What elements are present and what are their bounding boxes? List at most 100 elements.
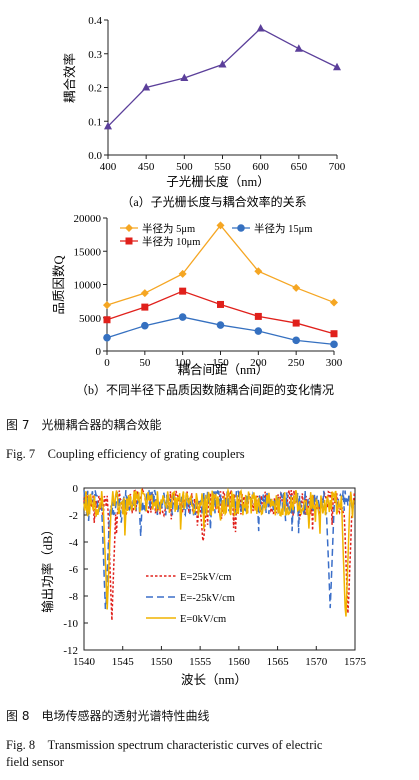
chart-a-axes [104, 19, 338, 159]
chart-quality-factor: 0 50 100 150 200 250 300 0 5000 10000 15000 20000 半… [51, 213, 343, 397]
x-tick-label: 100 [174, 357, 191, 369]
chart-c-xlabel: 波长（nm） [181, 673, 247, 687]
data-point-triangle [142, 83, 151, 91]
y-tick-label: 10000 [74, 280, 102, 292]
y-tick-label: -8 [69, 591, 79, 603]
y-tick-label: 15000 [74, 246, 102, 258]
chart-a-series [104, 23, 341, 130]
data-point-diamond [125, 224, 133, 232]
x-tick-label: 1545 [112, 656, 135, 668]
data-point-triangle [333, 62, 341, 71]
data-point-circle [237, 224, 245, 232]
x-tick-label: 1560 [228, 656, 251, 668]
chart-c-ylabel: 输出功率（dB） [40, 523, 55, 613]
x-tick-label: 1575 [344, 656, 367, 668]
data-point-square [292, 319, 300, 327]
data-point-square [217, 300, 224, 308]
chart-coupling-efficiency: 400 450 500 550 600 650 700 0.0 0.1 0.2 0.3 0.4 耦合效… [62, 15, 346, 209]
x-tick-label: 400 [100, 161, 117, 173]
fig8-caption-en-line2: field sensor [6, 755, 64, 769]
data-point-diamond [292, 283, 301, 292]
chart-c-tick-labels: 1540 1545 1550 1555 1560 1565 1570 1575 0 -2 -4 -6 -… [63, 483, 366, 668]
x-tick-label: 0 [104, 357, 110, 369]
x-tick-label: 600 [252, 161, 269, 173]
y-tick-label: -12 [63, 645, 78, 657]
data-point-triangle [104, 121, 112, 130]
data-point-triangle [218, 60, 227, 68]
x-tick-label: 200 [250, 357, 267, 369]
data-point-square [141, 303, 149, 311]
series-line [107, 27, 338, 127]
data-point-diamond [216, 221, 225, 230]
data-point-diamond [140, 289, 149, 298]
chart-c-legend: E=25kV/cm E=-25kV/cm E=0kV/cm [146, 572, 235, 625]
y-tick-label: 0 [96, 346, 102, 358]
fig7-caption-en: Fig. 7 Coupling efficiency of grating co… [6, 447, 245, 461]
legend-label: 半径为 5μm [142, 222, 195, 235]
legend-label: E=25kV/cm [180, 572, 231, 583]
chart-a-tick-labels: 400 450 500 550 600 650 700 0.0 0.1 0.2 0.3 0.4 [88, 15, 346, 173]
y-tick-label: 20000 [74, 213, 102, 225]
data-point-circle [216, 321, 225, 329]
data-point-triangle [294, 44, 303, 52]
data-point-square [103, 316, 111, 324]
chart-a-xlabel: 子光栅长度（nm） [166, 174, 269, 189]
y-tick-label: 0.0 [88, 150, 102, 162]
series-line [83, 487, 355, 617]
x-tick-label: 1550 [150, 656, 173, 668]
data-point-square [254, 312, 262, 320]
data-point-square [179, 287, 187, 295]
y-tick-label: 0.1 [88, 116, 102, 128]
y-tick-label: 5000 [79, 313, 102, 325]
legend-label: 半径为 10μm [142, 235, 200, 248]
chart-c-axes [83, 487, 356, 651]
legend-label: 半径为 15μm [254, 222, 312, 235]
y-tick-label: 0.3 [88, 49, 102, 61]
y-tick-label: -10 [63, 618, 78, 630]
x-tick-label: 1555 [189, 656, 212, 668]
series-line [83, 488, 356, 610]
data-point-diamond [330, 298, 338, 307]
x-tick-label: 1565 [267, 656, 290, 668]
data-point-circle [254, 327, 263, 335]
x-tick-label: 450 [138, 161, 155, 173]
legend-label: E=-25kV/cm [180, 593, 235, 604]
data-point-circle [330, 340, 338, 349]
x-tick-label: 50 [139, 357, 151, 369]
chart-a-subcaption: （a）子光栅长度与耦合效率的关系 [121, 194, 306, 209]
chart-b-ylabel: 品质因数Q [51, 255, 66, 314]
x-tick-label: 700 [329, 161, 346, 173]
data-point-diamond [178, 269, 187, 278]
data-point-triangle [180, 73, 189, 82]
data-point-triangle [256, 23, 265, 32]
y-tick-label: 0.2 [88, 83, 102, 95]
x-tick-label: 250 [288, 357, 305, 369]
chart-c-series [83, 487, 356, 621]
chart-b-series [103, 221, 338, 349]
x-tick-label: 1540 [73, 656, 96, 668]
chart-b-xlabel: 耦合间距（nm） [178, 362, 269, 377]
x-tick-label: 1570 [305, 656, 328, 668]
data-point-circle [141, 321, 149, 330]
x-tick-label: 550 [214, 161, 231, 173]
data-point-square [125, 237, 133, 245]
y-tick-label: -6 [69, 564, 79, 576]
x-tick-label: 650 [291, 161, 308, 173]
fig8-caption-en-line1: Fig. 8 Transmission spectrum characteris… [6, 738, 323, 752]
chart-transmission-spectrum: 1540 1545 1550 1555 1560 1565 1570 1575 0 -2 -4 -6 -… [40, 483, 367, 687]
y-tick-label: -4 [69, 537, 79, 549]
chart-a-ylabel: 耦合效率 [62, 53, 77, 103]
data-point-diamond [103, 301, 111, 310]
x-tick-label: 150 [212, 357, 229, 369]
fig8-caption-cn: 图 8 电场传感器的透射光谱特性曲线 [6, 709, 210, 723]
chart-b-tick-labels: 0 50 100 150 200 250 300 0 5000 10000 15000 20000 [74, 213, 343, 369]
data-point-circle [178, 313, 187, 321]
y-tick-label: 0.4 [88, 15, 102, 27]
x-tick-label: 300 [326, 357, 343, 369]
fig7-caption-cn: 图 7 光栅耦合器的耦合效能 [6, 418, 162, 432]
x-tick-label: 500 [176, 161, 193, 173]
data-point-square [330, 330, 338, 338]
chart-b-axes [103, 217, 335, 355]
data-point-circle [103, 333, 111, 342]
